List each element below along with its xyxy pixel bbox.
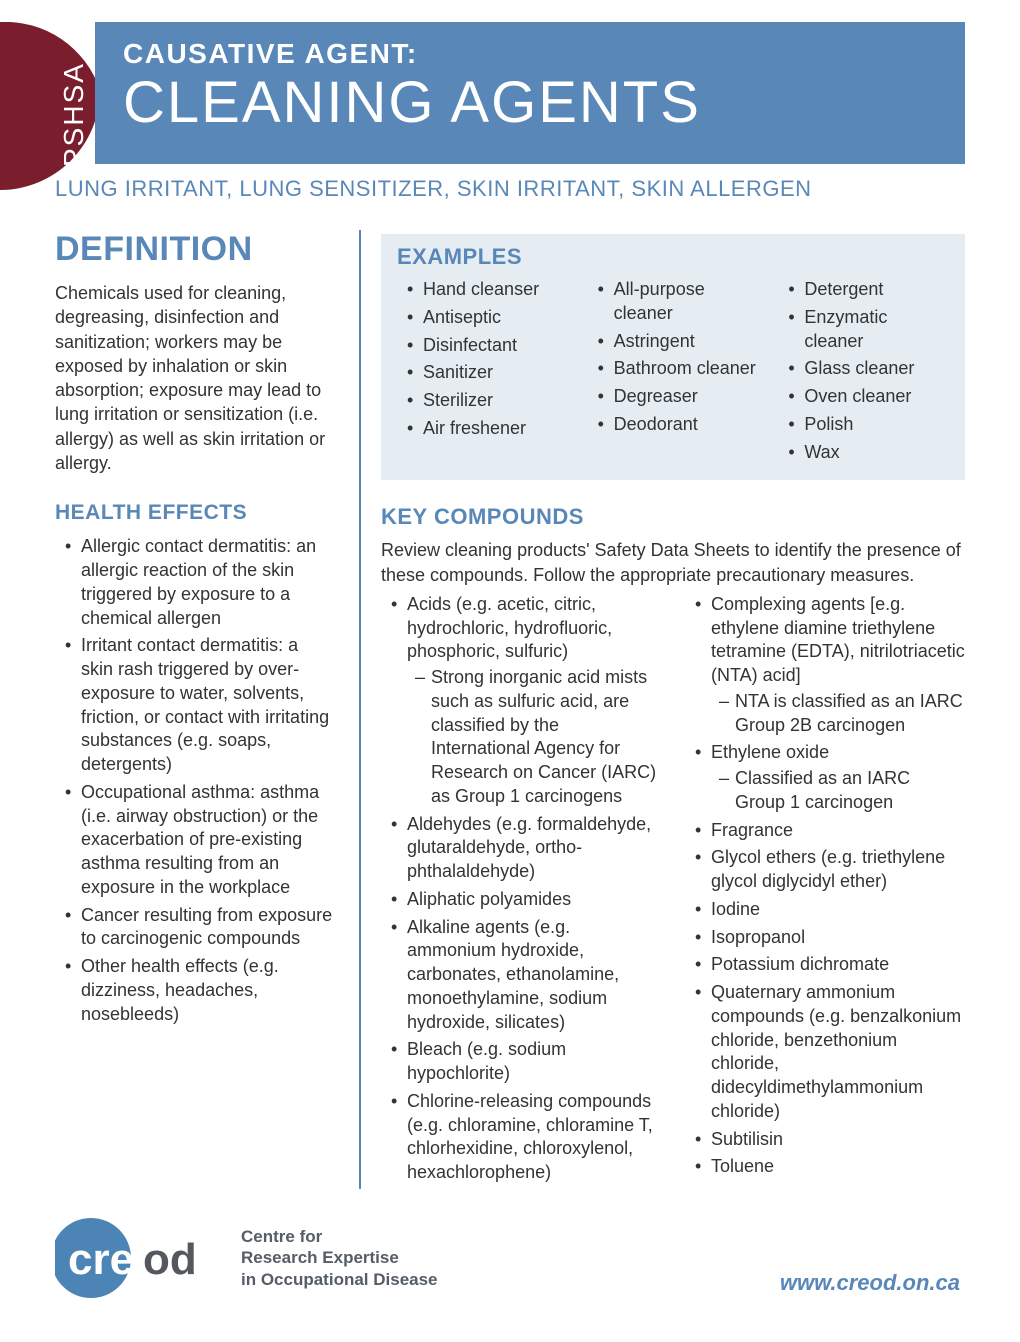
- list-item: Fragrance: [685, 819, 965, 843]
- list-item: Wax: [778, 441, 949, 465]
- definition-heading: DEFINITION: [55, 230, 335, 269]
- definition-body: Chemicals used for cleaning, degreasing,…: [55, 281, 335, 475]
- list-item: Ethylene oxideClassified as an IARC Grou…: [685, 741, 965, 814]
- list-item: Air freshener: [397, 417, 568, 441]
- list-item: Bleach (e.g. sodium hypochlorite): [381, 1038, 661, 1086]
- health-effects-heading: HEALTH EFFECTS: [55, 501, 335, 525]
- list-item: Subtilisin: [685, 1128, 965, 1152]
- list-item: Isopropanol: [685, 926, 965, 950]
- list-item: Occupational asthma: asthma (i.e. airway…: [55, 781, 335, 900]
- list-item: Iodine: [685, 898, 965, 922]
- list-item: Toluene: [685, 1155, 965, 1179]
- key-compounds-col2: Complexing agents [e.g. ethylene diamine…: [685, 593, 965, 1179]
- list-item: Glass cleaner: [778, 357, 949, 381]
- list-item: Chlorine-releasing compounds (e.g. chlor…: [381, 1090, 661, 1185]
- svg-text:od: od: [143, 1235, 197, 1284]
- list-item: Oven cleaner: [778, 385, 949, 409]
- footer-url: www.creod.on.ca: [780, 1270, 960, 1296]
- list-item: Sanitizer: [397, 361, 568, 385]
- svg-text:cre: cre: [68, 1235, 134, 1284]
- list-item: Quaternary ammonium compounds (e.g. benz…: [685, 981, 965, 1124]
- sub-list-item: Classified as an IARC Group 1 carcinogen: [711, 767, 965, 815]
- tagline-line3: in Occupational Disease: [241, 1269, 438, 1290]
- sub-list-item: Strong inorganic acid mists such as sulf…: [407, 666, 661, 809]
- list-item: Alkaline agents (e.g. ammonium hydroxide…: [381, 916, 661, 1035]
- header-kicker: CAUSATIVE AGENT:: [123, 38, 937, 70]
- examples-col3: Detergent Enzymatic cleaner Glass cleaner O…: [778, 278, 949, 468]
- examples-col1: Hand cleanser Antiseptic Disinfectant Sanit…: [397, 278, 568, 468]
- pshsa-badge-text: PSHSA: [58, 62, 90, 167]
- list-item: Sterilizer: [397, 389, 568, 413]
- list-item: Polish: [778, 413, 949, 437]
- list-item: Irritant contact dermatitis: a skin rash…: [55, 634, 335, 777]
- main-content: DEFINITION Chemicals used for cleaning, …: [55, 230, 965, 1189]
- list-item: Bathroom cleaner: [588, 357, 759, 381]
- sub-list-item: NTA is classified as an IARC Group 2B ca…: [711, 690, 965, 738]
- list-item: Degreaser: [588, 385, 759, 409]
- list-item: Deodorant: [588, 413, 759, 437]
- list-item: Hand cleanser: [397, 278, 568, 302]
- list-item: Cancer resulting from exposure to carcin…: [55, 904, 335, 952]
- list-item: Antiseptic: [397, 306, 568, 330]
- key-compounds-col1: Acids (e.g. acetic, citric, hydrochloric…: [381, 593, 661, 1185]
- right-column: EXAMPLES Hand cleanser Antiseptic Disinfec…: [359, 230, 965, 1189]
- list-item: Disinfectant: [397, 334, 568, 358]
- list-item: Other health effects (e.g. dizziness, he…: [55, 955, 335, 1026]
- list-item: Potassium dichromate: [685, 953, 965, 977]
- creod-tagline: Centre for Research Expertise in Occupat…: [241, 1226, 438, 1290]
- list-item: Glycol ethers (e.g. triethylene glycol d…: [685, 846, 965, 894]
- tagline-line2: Research Expertise: [241, 1247, 438, 1268]
- tagline-line1: Centre for: [241, 1226, 438, 1247]
- list-item: Enzymatic cleaner: [778, 306, 949, 354]
- key-compounds-heading: KEY COMPOUNDS: [381, 504, 965, 530]
- list-item: Allergic contact dermatitis: an allergic…: [55, 535, 335, 630]
- health-effects-list: Allergic contact dermatitis: an allergic…: [55, 535, 335, 1026]
- list-item: Astringent: [588, 330, 759, 354]
- subtitle: LUNG IRRITANT, LUNG SENSITIZER, SKIN IRR…: [55, 176, 1020, 202]
- key-compounds-intro: Review cleaning products' Safety Data Sh…: [381, 538, 965, 587]
- header-title: CLEANING AGENTS: [123, 74, 937, 132]
- list-item: Aliphatic polyamides: [381, 888, 661, 912]
- list-item: Acids (e.g. acetic, citric, hydrochloric…: [381, 593, 661, 809]
- creod-logo: cre od Centre for Research Expertise in …: [55, 1214, 438, 1302]
- list-item: Aldehydes (e.g. formaldehyde, glutaralde…: [381, 813, 661, 884]
- list-item: Complexing agents [e.g. ethylene diamine…: [685, 593, 965, 738]
- examples-col2: All-purpose cleaner Astringent Bathroom cl…: [588, 278, 759, 468]
- examples-heading: EXAMPLES: [397, 244, 949, 270]
- list-item: Detergent: [778, 278, 949, 302]
- list-item: All-purpose cleaner: [588, 278, 759, 326]
- examples-box: EXAMPLES Hand cleanser Antiseptic Disinfec…: [381, 234, 965, 480]
- left-column: DEFINITION Chemicals used for cleaning, …: [55, 230, 335, 1189]
- header-banner: CAUSATIVE AGENT: CLEANING AGENTS: [95, 22, 965, 164]
